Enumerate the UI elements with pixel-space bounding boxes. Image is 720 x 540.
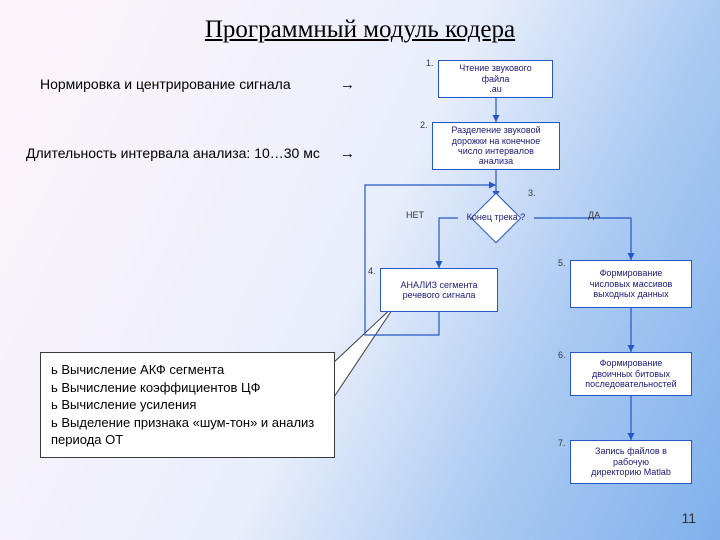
node-number: 7. — [558, 438, 566, 448]
node-number: 5. — [558, 258, 566, 268]
flow-node-arrays: Формированиечисловых массивоввыходных да… — [570, 260, 692, 308]
node-text: Формированиечисловых массивоввыходных да… — [590, 268, 673, 299]
flow-node-read-file: Чтение звуковогофайла.au — [438, 60, 553, 98]
edge-label-yes: ДА — [588, 210, 600, 220]
page-title: Программный модуль кодера — [0, 16, 720, 44]
arrow-1: → — [340, 76, 355, 93]
node-text: Формированиедвоичных битовыхпоследовател… — [585, 358, 676, 389]
node-text: Конец трека ? — [458, 212, 534, 222]
flow-node-bitseq: Формированиедвоичных битовыхпоследовател… — [570, 352, 692, 396]
node-number: 4. — [368, 266, 376, 276]
node-text: Запись файлов врабочуюдиректорию Matlab — [591, 446, 671, 477]
edge — [439, 218, 458, 268]
flow-node-decision: Конец трека ? — [458, 198, 534, 238]
node-number: 2. — [420, 120, 428, 130]
node-text: АНАЛИЗ сегментаречевого сигнала — [401, 280, 478, 301]
annotation-1: Нормировка и центрирование сигнала — [40, 76, 291, 92]
node-number: 1. — [426, 58, 434, 68]
node-number: 6. — [558, 350, 566, 360]
flow-node-split: Разделение звуковойдорожки на конечноечи… — [432, 122, 560, 170]
callout-line: ь Выделение признака «шум-тон» и анализ … — [51, 414, 324, 449]
callout-line: ь Вычисление усиления — [51, 396, 324, 414]
page-number: 11 — [681, 510, 696, 526]
node-number: 3. — [528, 188, 536, 198]
callout-box: ь Вычисление АКФ сегмента ь Вычисление к… — [40, 352, 335, 458]
callout-line: ь Вычисление АКФ сегмента — [51, 361, 324, 379]
flowchart: 1. Чтение звуковогофайла.au 2. Разделени… — [380, 60, 700, 520]
edge — [534, 218, 631, 260]
arrow-2: → — [340, 145, 355, 162]
callout-line: ь Вычисление коэффициентов ЦФ — [51, 379, 324, 397]
flow-node-write: Запись файлов врабочуюдиректорию Matlab — [570, 440, 692, 484]
annotation-2: Длительность интервала анализа: 10…30 мс — [26, 145, 320, 161]
flow-node-analyze: АНАЛИЗ сегментаречевого сигнала — [380, 268, 498, 312]
node-text: Чтение звуковогофайла.au — [459, 63, 532, 94]
edge-label-no: НЕТ — [406, 210, 424, 220]
node-text: Разделение звуковойдорожки на конечноечи… — [451, 125, 540, 166]
